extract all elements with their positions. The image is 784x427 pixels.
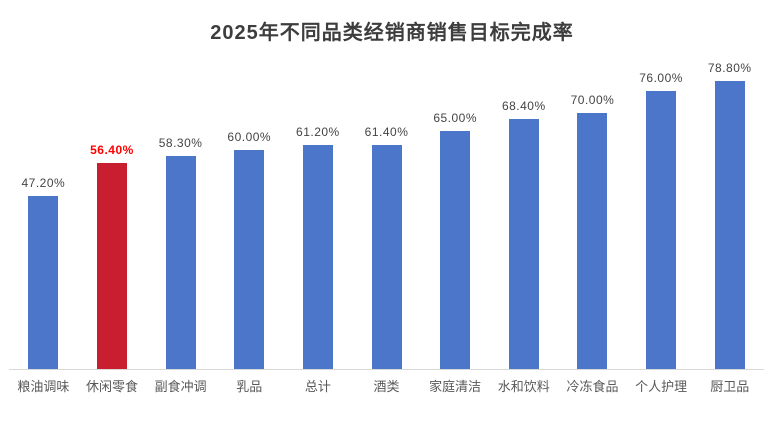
value-label: 61.40%: [364, 124, 409, 139]
x-axis-label: 个人护理: [635, 379, 688, 394]
bar-column: 65.00%: [421, 40, 490, 369]
bar-column: 58.30%: [146, 40, 215, 369]
x-axis-label: 酒类: [373, 379, 400, 394]
x-axis-label: 副食冲调: [154, 379, 207, 394]
x-axis-label: 水和饮料: [497, 379, 550, 394]
bar-column: 60.00%: [215, 40, 284, 369]
bar: [371, 144, 402, 369]
bar-column: 61.40%: [352, 40, 421, 369]
plot-area: 47.20% 56.40% 58.30% 60.00% 61.20% 61.40% 65.0…: [9, 40, 764, 370]
bar: [234, 149, 265, 369]
bar: [440, 131, 471, 369]
x-axis-label: 粮油调味: [17, 379, 70, 394]
x-axis-label: 总计: [304, 379, 331, 394]
bar-column: 76.00%: [627, 40, 696, 369]
chart-title: 2025年不同品类经销商销售目标完成率: [210, 22, 574, 44]
value-label: 68.40%: [501, 98, 546, 113]
value-label: 65.00%: [433, 111, 478, 126]
value-label: 76.00%: [639, 71, 683, 86]
x-axis-label: 休闲零食: [85, 379, 138, 394]
bar-column: 56.40%: [78, 40, 147, 369]
x-axis-labels: 粮油调味 休闲零食 副食冲调 乳品 总计 酒类 家庭清洁 水和饮料 冷冻食品 个人护理 厨卫品: [9, 376, 764, 395]
bar-column: 70.00%: [558, 40, 627, 369]
x-axis-label: 家庭清洁: [429, 379, 482, 394]
value-label: 47.20%: [21, 176, 66, 191]
bar-highlighted: [96, 162, 127, 369]
bar: [165, 155, 196, 369]
bar-column: 68.40%: [489, 40, 558, 369]
x-axis-label: 厨卫品: [710, 379, 750, 394]
value-label: 56.40%: [90, 142, 134, 157]
value-label: 58.30%: [158, 135, 203, 150]
bar: [714, 80, 745, 369]
x-axis-label: 冷冻食品: [566, 379, 619, 394]
value-label: 60.00%: [227, 129, 272, 144]
value-label: 78.80%: [707, 60, 752, 75]
bar: [28, 196, 59, 369]
bar-column: 61.20%: [284, 40, 353, 369]
value-label: 61.20%: [296, 125, 340, 140]
bar: [577, 113, 608, 369]
bar: [646, 91, 677, 369]
bar: [508, 118, 539, 369]
bar-column: 47.20%: [9, 40, 78, 369]
value-label: 70.00%: [570, 93, 615, 108]
x-axis-label: 乳品: [236, 379, 263, 394]
bar: [302, 145, 333, 369]
bar-column: 78.80%: [695, 40, 764, 369]
